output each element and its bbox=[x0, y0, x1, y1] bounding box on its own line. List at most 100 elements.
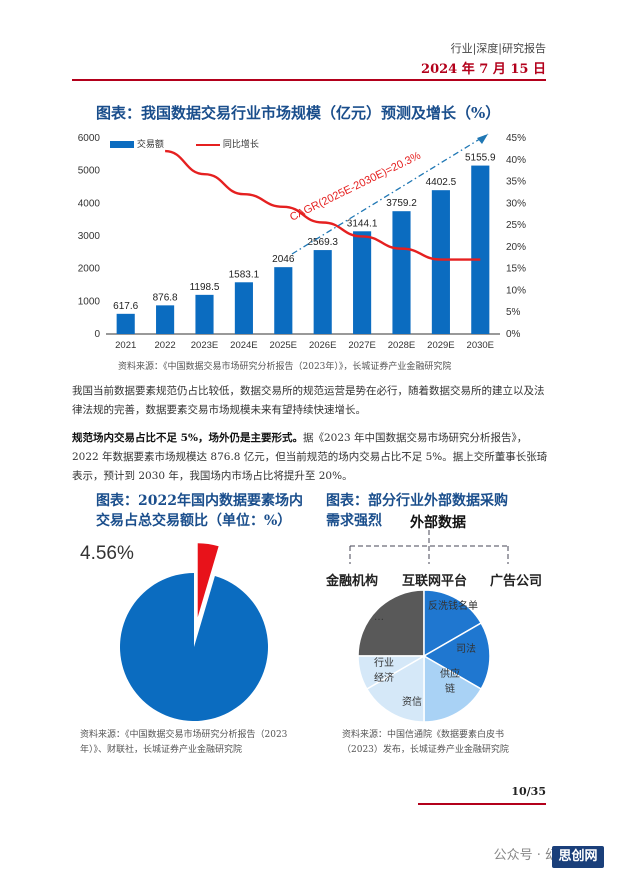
category-internet: 互联网平台 bbox=[402, 574, 468, 589]
chart2-title-line2: 交易占总交易额比（单位：%） bbox=[96, 513, 292, 529]
x-tick-label: 2021 bbox=[115, 340, 136, 351]
y-tick-label: 5000 bbox=[78, 166, 101, 177]
bar-value-label: 4402.5 bbox=[426, 177, 457, 188]
cagr-arrow-head bbox=[477, 134, 488, 144]
x-tick-label: 2023E bbox=[191, 340, 218, 351]
bar-value-label: 2569.3 bbox=[307, 237, 338, 248]
chart2-source-line2: 年）》、财联社，长城证券产业金融研究院 bbox=[80, 745, 243, 755]
chart3-source-line1: 资料来源：中国信通院《数据要素白皮书 bbox=[342, 730, 505, 740]
legend-line-label: 同比增长 bbox=[222, 140, 259, 150]
watermark-text: 公众号 · 幻 bbox=[493, 848, 558, 863]
x-tick-label: 2025E bbox=[270, 340, 297, 351]
bar-value-label: 5155.9 bbox=[465, 153, 496, 164]
paragraph-heading: 规范场内交易占比不足 5%，场外仍是主要形式。 bbox=[72, 432, 303, 444]
wheel-segment-supplychain bbox=[423, 654, 483, 723]
wheel-segment-aml bbox=[423, 589, 483, 658]
y-tick-label: 2000 bbox=[78, 264, 101, 275]
bar-value-label: 3144.1 bbox=[347, 218, 378, 229]
y2-tick-label: 25% bbox=[506, 220, 526, 231]
x-tick-label: 2030E bbox=[467, 340, 494, 351]
chart3-source: 资料来源：中国信通院《数据要素白皮书 （2023）发布，长城证券产业金融研究院 bbox=[342, 728, 552, 758]
y2-tick-label: 35% bbox=[506, 177, 526, 188]
y2-tick-label: 10% bbox=[506, 285, 526, 296]
bar-2022 bbox=[156, 305, 175, 334]
paragraph-text: 据《2023 年中国数据交易市场研究分析报告》，2022 年数据要素市场规模达 … bbox=[72, 432, 548, 482]
chart3-source-line2: （2023）发布，长城证券产业金融研究院 bbox=[342, 745, 509, 755]
bar-value-label: 2046 bbox=[272, 254, 295, 265]
bar-2024E bbox=[234, 282, 253, 334]
bar-2025E bbox=[274, 267, 293, 334]
growth-line-path bbox=[164, 149, 481, 261]
cagr-trend-line bbox=[291, 133, 489, 255]
external-data-title: 外部数据 bbox=[410, 515, 466, 531]
y-tick-label: 1000 bbox=[78, 296, 101, 307]
chart1-bars: 617.6 876.8 1198.5 1583.1 2046 2569.3 3144.1 37… bbox=[113, 153, 496, 334]
y-tick-label: 4000 bbox=[78, 198, 101, 209]
bracket-diagram bbox=[349, 530, 509, 564]
segment-industry-label: 行业经济 bbox=[374, 658, 394, 684]
x-tick-label: 2022 bbox=[155, 340, 176, 351]
chart2-source-line1: 资料来源：《中国数据交易市场研究分析报告（2023 bbox=[80, 730, 288, 740]
chart1-legend-bar: 交易额 bbox=[110, 137, 164, 150]
page-number: 10/35 bbox=[511, 785, 546, 798]
y-tick-label: 3000 bbox=[78, 231, 101, 242]
watermark-logo: 思创网 bbox=[552, 846, 604, 868]
x-tick-label: 2029E bbox=[427, 340, 454, 351]
report-date: 2024 年 7 月 15 日 bbox=[421, 62, 546, 77]
chart1-growth-line bbox=[164, 149, 481, 261]
bar-value-label: 3759.2 bbox=[386, 198, 417, 209]
x-tick-label: 2026E bbox=[309, 340, 336, 351]
y2-tick-label: 15% bbox=[506, 264, 526, 275]
bar-2030E bbox=[471, 165, 490, 334]
body-paragraph-2: 规范场内交易占比不足 5%，场外仍是主要形式。据《2023 年中国数据交易市场研… bbox=[72, 429, 550, 486]
segment-aml-label: 反洗钱名单 bbox=[428, 601, 478, 612]
bar-value-label: 876.8 bbox=[153, 292, 178, 303]
bar-value-label: 1583.1 bbox=[229, 269, 260, 280]
y2-tick-label: 45% bbox=[506, 133, 526, 144]
chart1-source: 资料来源：《中国数据交易市场研究分析报告（2023年）》，长城证券产业金融研究院 bbox=[118, 362, 452, 372]
onexchange-share-pie bbox=[120, 543, 268, 721]
y2-tick-label: 0% bbox=[506, 329, 521, 340]
category-advertising: 广告公司 bbox=[490, 574, 543, 589]
data-type-wheel bbox=[357, 589, 491, 723]
x-tick-label: 2028E bbox=[388, 340, 415, 351]
y2-tick-label: 40% bbox=[506, 155, 526, 166]
y-tick-label: 6000 bbox=[78, 133, 101, 144]
wheel-segment-credit bbox=[365, 654, 425, 723]
y2-tick-label: 30% bbox=[506, 198, 526, 209]
wheel-segment-judicial bbox=[422, 621, 491, 691]
chart3-title-line1: 图表：部分行业外部数据采购 bbox=[326, 493, 508, 509]
legend-bar-label: 交易额 bbox=[136, 140, 164, 150]
bar-2029E bbox=[431, 190, 450, 334]
x-tick-label: 2024E bbox=[230, 340, 257, 351]
bar-swatch-icon bbox=[110, 141, 134, 148]
segment-supplychain-label: 供应链 bbox=[440, 669, 460, 695]
market-size-chart: 0 1000 2000 3000 4000 5000 6000 0% 5% 10% 15% 20% 25… bbox=[78, 133, 526, 351]
wheel-segment-other bbox=[357, 589, 425, 657]
chart2-title-line1: 图表：2022年国内数据要素场内 bbox=[96, 493, 303, 509]
y-tick-label: 0 bbox=[94, 329, 100, 340]
chart1-legend-line: 同比增长 bbox=[196, 137, 259, 150]
pie-percent-label: 4.56% bbox=[80, 543, 134, 564]
segment-credit-label: 资信 bbox=[402, 697, 422, 708]
header-divider bbox=[72, 79, 546, 81]
bar-2026E bbox=[313, 250, 332, 334]
chart1-axes: 0 1000 2000 3000 4000 5000 6000 0% 5% 10% 15% 20% 25… bbox=[78, 133, 526, 351]
bar-2023E bbox=[195, 294, 214, 334]
chart1-title: 图表：我国数据交易行业市场规模（亿元）预测及增长（%） bbox=[96, 104, 501, 122]
y2-tick-label: 5% bbox=[506, 307, 521, 318]
line-swatch-icon bbox=[196, 143, 220, 146]
footer-divider bbox=[418, 803, 546, 805]
bar-2028E bbox=[392, 211, 411, 334]
segment-judicial-label: 司法 bbox=[456, 644, 476, 655]
x-tick-label: 2027E bbox=[348, 340, 375, 351]
bar-2021 bbox=[116, 313, 135, 334]
pie-slice-offexchange bbox=[120, 573, 268, 721]
chart2-source: 资料来源：《中国数据交易市场研究分析报告（2023 年）》、财联社，长城证券产业… bbox=[80, 728, 330, 758]
segment-other-label: … bbox=[374, 612, 384, 623]
category-finance: 金融机构 bbox=[326, 574, 379, 589]
wheel-segment-industry bbox=[357, 655, 427, 691]
y2-tick-label: 20% bbox=[506, 242, 526, 253]
pie-slice-onexchange bbox=[197, 543, 219, 618]
report-type-tag: 行业|深度|研究报告 bbox=[450, 42, 546, 55]
